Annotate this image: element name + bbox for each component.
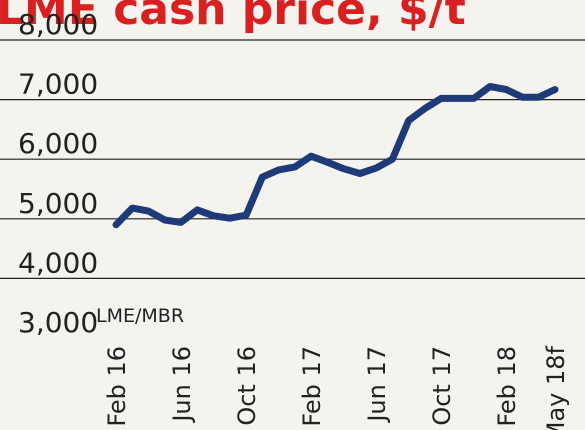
y-tick-label: 8,000: [18, 8, 98, 41]
y-tick-label: 3,000: [18, 306, 98, 339]
x-axis-tick-labels: Feb 16 Jun 16 Oct 16 Feb 17 Jun 17 Oct 17 Feb …: [103, 345, 570, 430]
y-tick-label: 5,000: [18, 187, 98, 220]
x-tick-label: May 18f: [542, 345, 570, 430]
x-tick-label: Jun 17: [363, 346, 391, 424]
x-tick-label: Feb 16: [103, 346, 131, 427]
y-tick-label: 6,000: [18, 127, 98, 160]
series-layer: [112, 83, 559, 229]
y-axis-tick-labels: 3,000 4,000 5,000 6,000 7,000 8,000: [18, 8, 98, 339]
x-tick-label: Feb 17: [298, 346, 326, 427]
x-tick-label: Jun 16: [168, 346, 196, 424]
source-label: LME/MBR: [96, 305, 184, 327]
series-line: [112, 83, 559, 229]
gridlines: [0, 39, 585, 279]
x-tick-label: Oct 17: [428, 346, 456, 426]
y-tick-label: 7,000: [18, 68, 98, 101]
y-tick-label: 4,000: [18, 246, 98, 279]
x-tick-label: Oct 16: [233, 346, 261, 426]
chart-title: LME cash price, $/t: [0, 0, 466, 35]
x-tick-label: Feb 18: [493, 346, 521, 427]
